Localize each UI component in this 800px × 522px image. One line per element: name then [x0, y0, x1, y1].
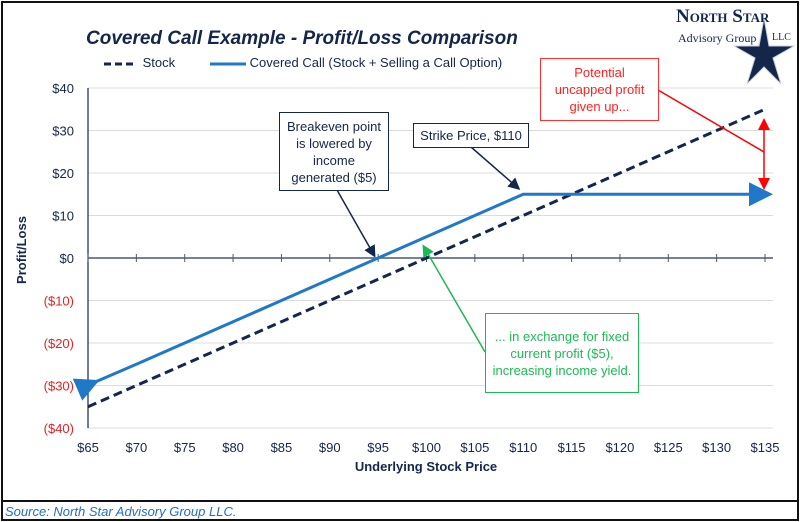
logo-suffix: LLC [772, 32, 791, 43]
y-tick-label: ($40) [44, 421, 74, 436]
legend-item-stock: Stock [103, 55, 175, 71]
legend-swatch-stock [104, 62, 137, 66]
north-star-logo: North Star Advisory Group LLC [676, 4, 796, 86]
x-tick-label: $65 [77, 440, 99, 455]
y-tick-label: ($30) [44, 379, 74, 394]
x-tick-label: $105 [460, 440, 489, 455]
source-note: Source: North Star Advisory Group LLC. [5, 504, 237, 519]
breakeven-annotation: Breakeven point is lowered by income gen… [279, 112, 389, 191]
y-tick-label: ($20) [44, 336, 74, 351]
logo-subtitle: Advisory Group [678, 31, 757, 45]
upside-annotation: Potential uncapped profit given up... [540, 58, 659, 121]
chart-title: Covered Call Example - Profit/Loss Compa… [86, 28, 518, 49]
exchange-arrow [422, 244, 486, 353]
y-axis-title: Profit/Loss [14, 216, 29, 284]
x-tick-label: $85 [271, 440, 293, 455]
logo-name: North Star [676, 6, 770, 27]
legend-swatch-covered-call [210, 62, 246, 66]
legend-label-covered-call: Covered Call (Stock + Selling a Call Opt… [249, 55, 503, 70]
x-tick-label: $70 [126, 440, 148, 455]
star-icon [732, 17, 796, 85]
y-tick-label: $0 [60, 251, 74, 266]
x-tick-label: $135 [751, 440, 780, 455]
x-tick-label: $125 [654, 440, 683, 455]
legend-label-stock: Stock [142, 55, 176, 70]
x-tick-label: $90 [319, 440, 341, 455]
y-tick-label: ($10) [44, 294, 74, 309]
x-tick-label: $100 [412, 440, 441, 455]
x-tick-label: $130 [702, 440, 731, 455]
y-tick-label: $30 [52, 124, 74, 139]
strike-annotation: Strike Price, $110 [413, 123, 529, 148]
x-tick-label: $110 [509, 440, 537, 455]
x-tick-label: $95 [367, 440, 389, 455]
y-tick-label: $20 [52, 166, 74, 181]
series-covered-call-line [72, 182, 773, 401]
legend-item-covered-call: Covered Call (Stock + Selling a Call Opt… [210, 55, 502, 71]
upside-connector [657, 89, 765, 153]
breakeven-arrow [336, 189, 376, 258]
x-tick-label: $80 [222, 440, 244, 455]
x-tick-label: $115 [558, 440, 586, 455]
source-divider [1, 500, 797, 502]
y-tick-label: $10 [52, 209, 74, 224]
y-tick-label: $40 [52, 81, 74, 96]
x-axis-title: Underlying Stock Price [355, 459, 497, 474]
x-tick-label: $75 [174, 440, 196, 455]
x-tick-label: $120 [605, 440, 634, 455]
exchange-annotation: ... in exchange for fixed current profit… [485, 313, 639, 393]
plot-area: $40 $30 $20 $10 $0 ($10) ($20) ($30) ($40)$65 $70… [14, 81, 780, 474]
strike-arrow [470, 146, 521, 190]
